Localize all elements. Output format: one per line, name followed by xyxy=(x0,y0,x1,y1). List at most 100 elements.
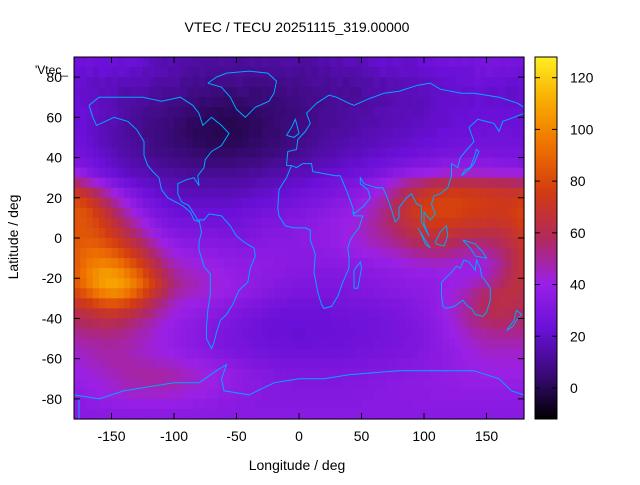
heat-cell xyxy=(392,238,400,249)
heat-cell xyxy=(155,258,163,269)
heat-cell xyxy=(405,358,413,370)
heat-cell xyxy=(449,117,456,128)
heat-cell xyxy=(274,338,281,350)
heat-cell xyxy=(392,87,400,98)
heat-cell xyxy=(274,67,281,78)
heat-cell xyxy=(405,268,413,279)
heat-cell xyxy=(205,87,213,98)
heat-cell xyxy=(292,248,300,259)
heat-cell xyxy=(505,388,513,400)
heat-cell xyxy=(505,67,513,78)
heat-cell xyxy=(311,117,319,128)
heat-cell xyxy=(380,368,388,380)
heat-cell xyxy=(311,217,319,229)
y-tick-label: 0 xyxy=(54,230,62,246)
heat-cell xyxy=(242,358,250,370)
heat-cell xyxy=(92,288,100,299)
heat-cell xyxy=(261,207,269,219)
heat-cell xyxy=(99,308,106,320)
heat-cell xyxy=(92,67,100,78)
heat-cell xyxy=(86,328,94,340)
heat-cell xyxy=(517,67,525,78)
heat-cell xyxy=(280,57,288,68)
heat-cell xyxy=(374,57,381,68)
heat-cell xyxy=(299,57,306,68)
heat-cell xyxy=(211,177,219,189)
heat-cell xyxy=(449,408,456,420)
heat-cell xyxy=(149,97,156,108)
heat-cell xyxy=(486,77,494,88)
heat-cell xyxy=(449,67,456,78)
heat-cell xyxy=(199,288,206,299)
y-tick-label: -40 xyxy=(42,310,62,326)
heat-cell xyxy=(224,77,231,88)
heat-cell xyxy=(430,348,438,360)
heat-cell xyxy=(505,197,513,209)
heat-cell xyxy=(342,378,350,390)
heat-cell xyxy=(124,97,131,108)
heat-cell xyxy=(230,97,238,108)
y-tick-label: 60 xyxy=(46,109,62,125)
heat-cell xyxy=(317,238,325,249)
heat-cell xyxy=(142,378,150,390)
heat-cell xyxy=(474,378,481,390)
heat-cell xyxy=(374,408,381,420)
heat-cell xyxy=(261,298,269,309)
heat-cell xyxy=(455,408,463,420)
heat-cell xyxy=(242,187,250,199)
heat-cell xyxy=(392,107,400,118)
heat-cell xyxy=(117,207,125,219)
heat-cell xyxy=(230,258,238,269)
heat-cell xyxy=(342,147,350,159)
heat-cell xyxy=(205,167,213,179)
heat-cell xyxy=(392,137,400,149)
heat-cell xyxy=(386,57,394,68)
heat-cell xyxy=(111,127,119,139)
heat-cell xyxy=(155,268,163,279)
heat-cell xyxy=(349,358,356,370)
heat-cell xyxy=(199,97,206,108)
heat-cell xyxy=(249,57,256,68)
heat-cell xyxy=(374,137,381,149)
heat-cell xyxy=(405,398,413,410)
heat-cell xyxy=(299,67,306,78)
heat-cell xyxy=(211,318,219,330)
heat-cell xyxy=(267,97,275,108)
heat-cell xyxy=(380,328,388,340)
heat-cell xyxy=(74,207,81,219)
heat-cell xyxy=(430,308,438,320)
heat-cell xyxy=(361,117,369,128)
heat-cell xyxy=(124,147,131,159)
heat-cell xyxy=(167,398,175,410)
heat-cell xyxy=(80,238,88,249)
heat-cell xyxy=(211,227,219,239)
heat-cell xyxy=(224,147,231,159)
heat-cell xyxy=(342,238,350,249)
heat-cell xyxy=(424,157,431,169)
heat-cell xyxy=(430,147,438,159)
heat-cell xyxy=(467,87,475,98)
heat-cell xyxy=(130,147,138,159)
heat-cell xyxy=(367,67,375,78)
heat-cell xyxy=(355,288,363,299)
heat-cell xyxy=(180,97,188,108)
heat-cell xyxy=(311,328,319,340)
heat-cell xyxy=(74,217,81,229)
heat-cell xyxy=(167,308,175,320)
heat-cell xyxy=(255,217,263,229)
heat-cell xyxy=(380,207,388,219)
heat-cell xyxy=(349,388,356,400)
heat-cell xyxy=(449,378,456,390)
heat-cell xyxy=(142,167,150,179)
heat-cell xyxy=(342,117,350,128)
heat-cell xyxy=(111,117,119,128)
heat-cell xyxy=(442,167,450,179)
heat-cell xyxy=(155,298,163,309)
heat-cell xyxy=(255,338,263,350)
heat-cell xyxy=(186,408,194,420)
heat-cell xyxy=(430,398,438,410)
heat-cell xyxy=(211,238,219,249)
heat-cell xyxy=(180,57,188,68)
heat-cell xyxy=(317,207,325,219)
heat-cell xyxy=(142,227,150,239)
